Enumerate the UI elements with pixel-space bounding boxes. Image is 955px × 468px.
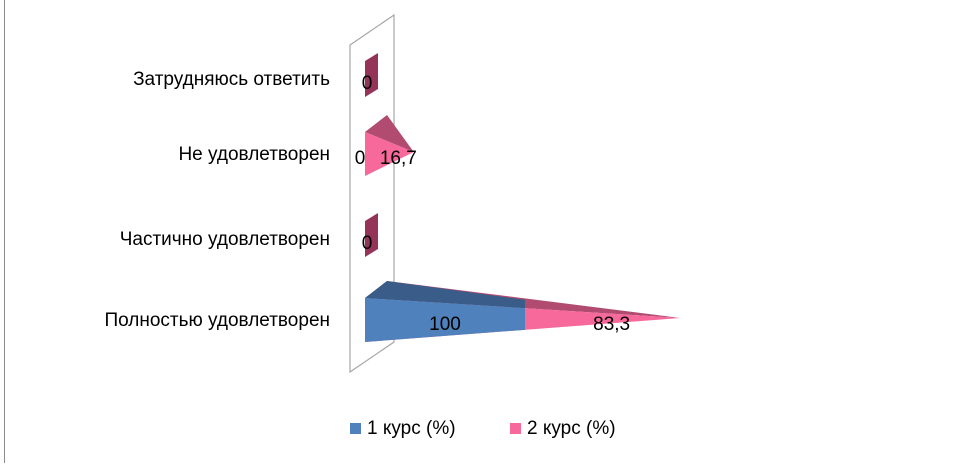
legend-label: 2 курс (%) bbox=[527, 418, 616, 439]
frame-left-border bbox=[4, 0, 5, 463]
bars-layer bbox=[365, 53, 681, 342]
legend-label: 1 курс (%) bbox=[367, 418, 456, 439]
data-label-series-2: 83,3 bbox=[593, 314, 630, 335]
category-label: Затрудняюсь ответить bbox=[133, 69, 330, 90]
bar-zero-sliver bbox=[365, 53, 378, 97]
legend-swatch bbox=[510, 423, 521, 434]
category-label: Частично удовлетворен bbox=[120, 229, 330, 250]
data-label-series-1: 100 bbox=[429, 314, 461, 335]
category-label: Полностью удовлетворен bbox=[104, 310, 330, 331]
data-label-series-1: 0 bbox=[355, 148, 366, 169]
category-label: Не удовлетворен bbox=[178, 144, 330, 165]
bar-series-1-top bbox=[365, 281, 525, 309]
data-label-series-2: 0 bbox=[362, 73, 373, 94]
bar-series-1 bbox=[365, 298, 525, 342]
data-labels: 100 83,3 0 0 16,7 0 bbox=[355, 73, 630, 335]
bar-zero-sliver bbox=[365, 213, 378, 257]
legend: 1 курс (%) 2 курс (%) bbox=[350, 418, 616, 439]
bar-top-face bbox=[365, 115, 414, 152]
category-labels: Полностью удовлетворен Частично удовлетво… bbox=[104, 69, 330, 331]
bar-series-2 bbox=[365, 132, 414, 176]
data-label-series-2: 16,7 bbox=[380, 148, 417, 169]
legend-swatch bbox=[350, 423, 361, 434]
data-label-series-2: 0 bbox=[362, 233, 373, 254]
chart-back-wall bbox=[349, 13, 395, 374]
